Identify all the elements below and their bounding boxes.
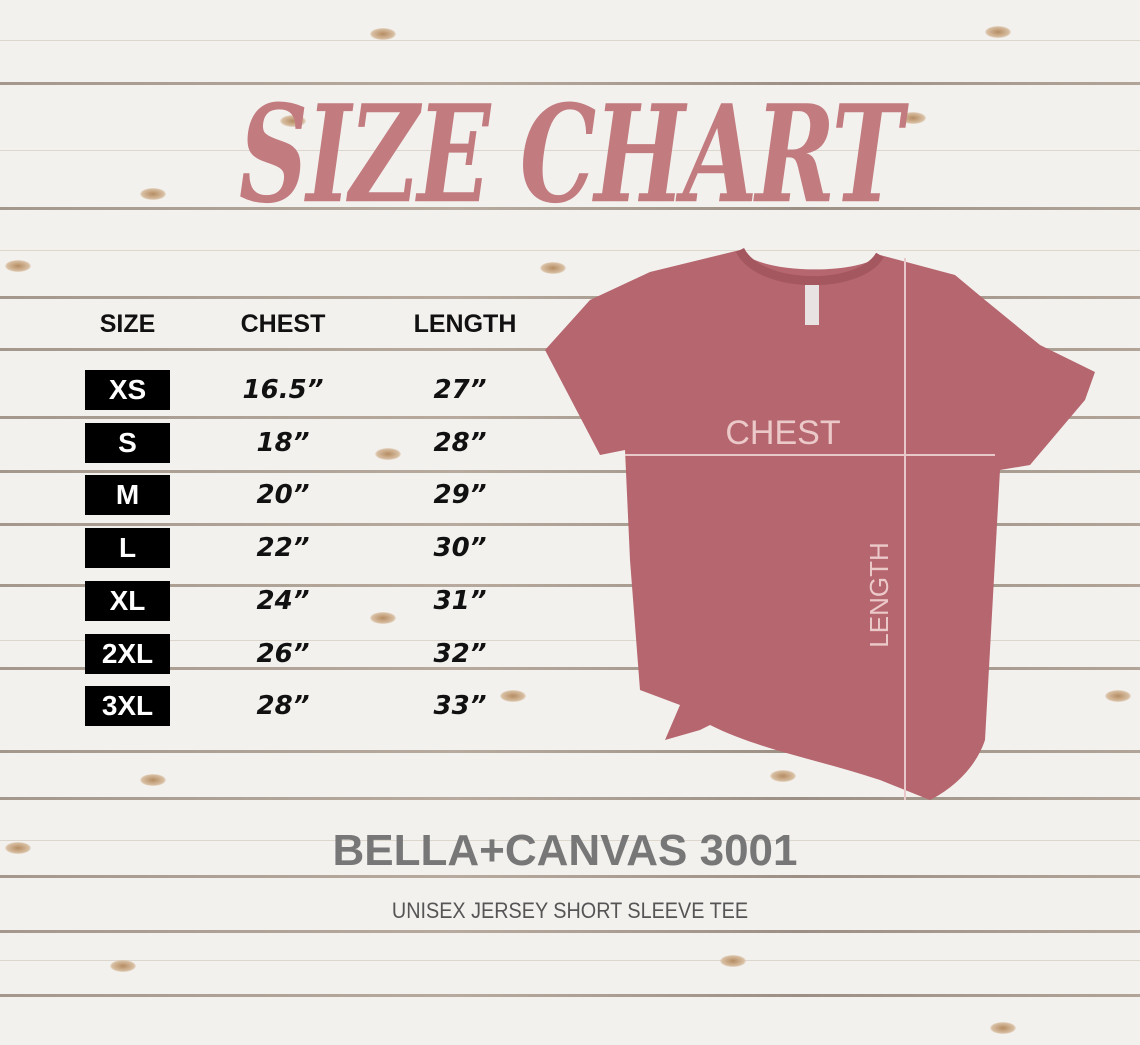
wood-knot	[370, 612, 396, 624]
wood-grain	[0, 640, 1140, 641]
header-chest: CHEST	[240, 310, 326, 338]
plank-line	[0, 930, 1140, 933]
plank-line	[0, 667, 1140, 670]
length-value: 28”	[433, 427, 487, 458]
wood-knot	[140, 188, 166, 200]
chest-value: 28”	[256, 691, 310, 722]
plank-line	[0, 994, 1140, 997]
wood-knot	[280, 115, 306, 127]
plank-line	[0, 207, 1140, 210]
chest-value: 20”	[256, 480, 310, 511]
wood-knot	[500, 690, 526, 702]
plank-line	[0, 523, 1140, 526]
size-badge: M	[85, 475, 170, 516]
wood-knot	[770, 770, 796, 782]
length-value: 33”	[433, 691, 487, 722]
length-value: 30”	[433, 533, 487, 564]
plank-line	[0, 82, 1140, 85]
plank-line	[0, 797, 1140, 800]
length-value: 29”	[433, 480, 487, 511]
size-badge: 2XL	[85, 633, 170, 674]
size-badge: S	[85, 422, 170, 463]
chest-value: 26”	[256, 638, 310, 669]
chest-value: 18”	[256, 427, 310, 458]
wood-grain	[0, 250, 1140, 251]
plank-line	[0, 470, 1140, 473]
wood-knot	[985, 26, 1011, 38]
chest-label: CHEST	[725, 414, 840, 452]
wood-knot	[990, 1022, 1016, 1034]
page-title: SIZE CHART	[238, 75, 903, 234]
collar	[735, 247, 884, 286]
length-value: 32”	[433, 638, 487, 669]
brand-name: BELLA+CANVAS 3001	[332, 826, 798, 875]
wood-grain	[0, 960, 1140, 961]
wood-knot	[5, 842, 31, 854]
wood-knot	[375, 448, 401, 460]
plank-line	[0, 875, 1140, 878]
tshirt-shape	[545, 250, 1095, 800]
plank-line	[0, 416, 1140, 419]
size-badge: XL	[85, 580, 170, 621]
wood-knot	[900, 112, 926, 124]
chest-value: 22”	[256, 533, 310, 564]
wood-grain	[0, 840, 1140, 841]
header-length: LENGTH	[413, 310, 517, 338]
wood-knot	[540, 262, 566, 274]
length-value: 27”	[433, 375, 487, 405]
chest-value: 24”	[256, 585, 310, 616]
wood-grain	[0, 40, 1140, 41]
wood-knot	[1105, 690, 1131, 702]
product-subtitle: UNISEX JERSEY SHORT SLEEVE TEE	[391, 898, 749, 923]
plank-line	[0, 584, 1140, 587]
length-value: 31”	[433, 585, 487, 616]
wood-knot	[110, 960, 136, 972]
wood-knot	[370, 28, 396, 40]
tag	[805, 285, 819, 325]
size-badge: XS	[85, 370, 170, 410]
size-badge: L	[85, 528, 170, 569]
plank-line	[0, 750, 1140, 753]
wood-grain	[0, 150, 1140, 151]
size-badge: 3XL	[85, 686, 170, 727]
header-size: SIZE	[99, 310, 156, 338]
wood-knot	[720, 955, 746, 967]
wood-knot	[140, 774, 166, 786]
wood-knot	[5, 260, 31, 272]
plank-line	[0, 296, 1140, 299]
chest-value: 16.5”	[242, 375, 324, 405]
length-label: LENGTH	[864, 542, 894, 647]
